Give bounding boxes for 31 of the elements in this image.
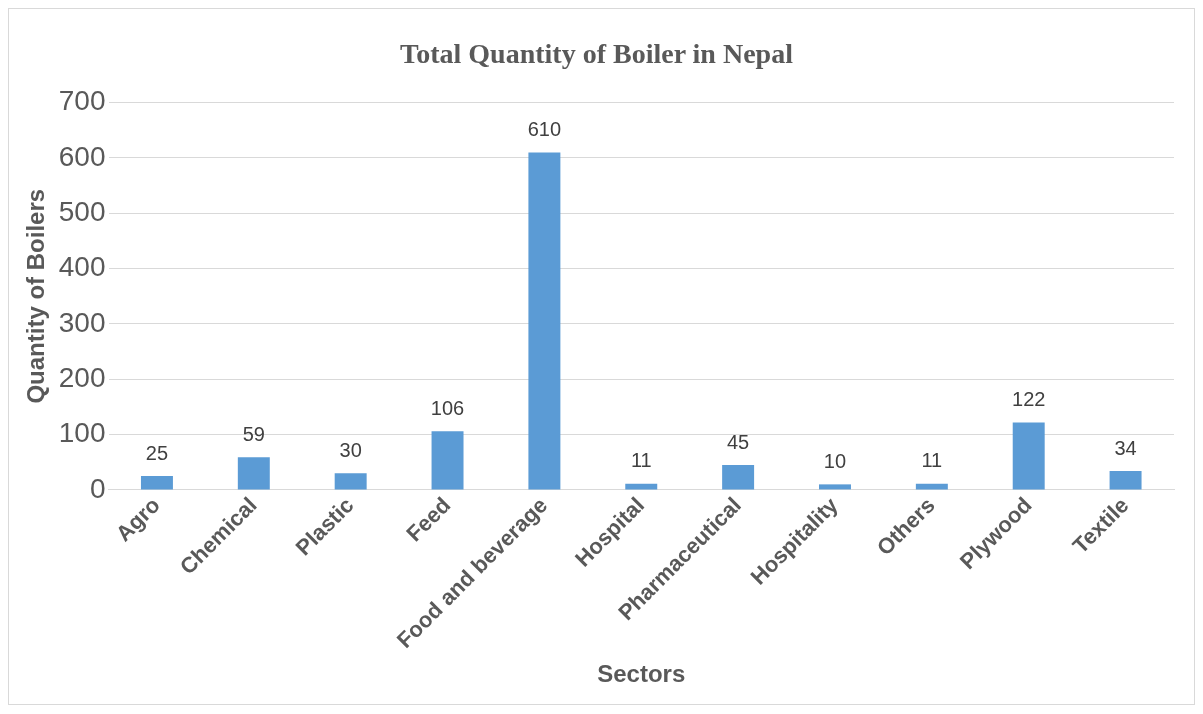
chart-title: Total Quantity of Boiler in Nepal bbox=[400, 38, 794, 70]
y-tick-label: 500 bbox=[58, 195, 106, 227]
bar bbox=[722, 465, 755, 490]
data-label: 45 bbox=[727, 430, 750, 453]
data-label: 25 bbox=[145, 441, 169, 464]
y-tick-label: 0 bbox=[89, 472, 106, 504]
bar bbox=[140, 476, 173, 490]
data-label: 10 bbox=[823, 449, 847, 472]
y-tick-label: 300 bbox=[58, 306, 106, 338]
x-axis-title: Sectors bbox=[597, 660, 686, 688]
bar bbox=[528, 152, 561, 490]
y-axis-title: Quantity of Boilers bbox=[22, 188, 50, 404]
data-label: 59 bbox=[242, 422, 265, 445]
bar bbox=[819, 484, 851, 490]
data-label: 610 bbox=[527, 117, 562, 140]
data-label: 30 bbox=[339, 438, 362, 461]
y-tick-label: 600 bbox=[58, 140, 106, 172]
data-label: 122 bbox=[1012, 387, 1046, 410]
y-tick-label: 400 bbox=[58, 251, 106, 283]
data-label: 11 bbox=[630, 449, 652, 472]
bar bbox=[431, 431, 464, 490]
data-label: 106 bbox=[430, 396, 465, 419]
y-tick-label: 200 bbox=[58, 361, 106, 393]
y-tick-label: 100 bbox=[58, 417, 106, 449]
data-label: 11 bbox=[921, 449, 943, 472]
bar bbox=[237, 457, 270, 490]
bar bbox=[1109, 471, 1142, 490]
y-tick-label: 700 bbox=[58, 85, 106, 117]
bar bbox=[1012, 422, 1045, 490]
bar bbox=[334, 473, 367, 490]
data-label: 34 bbox=[1114, 436, 1137, 459]
